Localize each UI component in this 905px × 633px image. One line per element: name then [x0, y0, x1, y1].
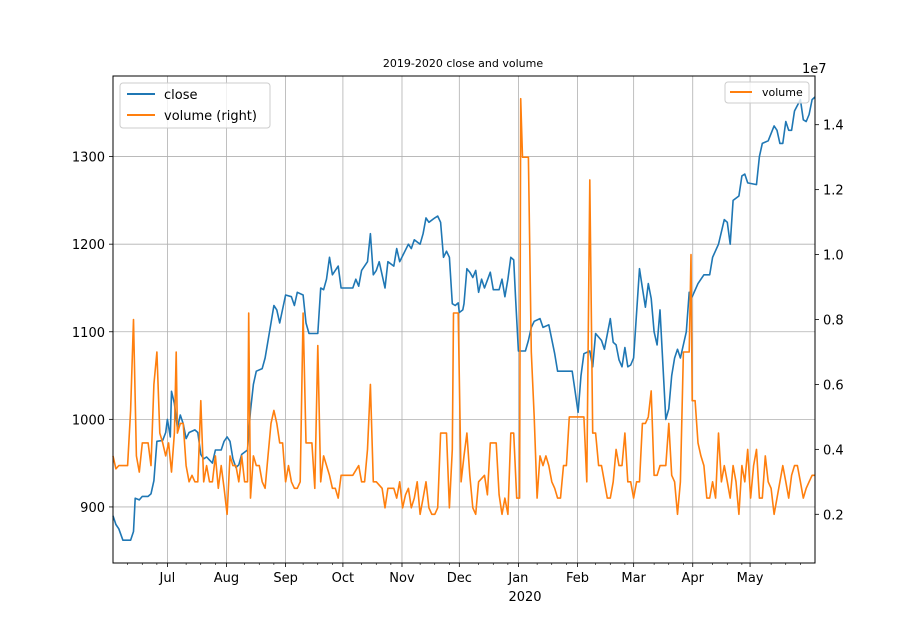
y-left-tick-label: 1300: [72, 151, 105, 166]
chart-title: 2019-2020 close and volume: [383, 57, 543, 70]
series-line-close: [112, 96, 816, 541]
x-axis-year-label: 2020: [508, 590, 541, 605]
y-right-tick-label: 1.0: [823, 249, 844, 264]
x-tick-label: Jan: [507, 571, 528, 586]
legend-close-label: close: [164, 88, 197, 103]
y-right-tick-label: 0.8: [823, 314, 844, 329]
legend-right: volume: [724, 81, 810, 104]
x-tick-label: Jul: [159, 571, 176, 586]
legend-volume-label: volume: [762, 86, 803, 99]
x-tick-label: Dec: [447, 571, 472, 586]
right-axis-offset-label: 1e7: [802, 62, 827, 77]
y-right-tick-label: 0.4: [823, 443, 844, 458]
y-left-tick-label: 900: [80, 501, 105, 516]
x-tick-label: Mar: [621, 571, 646, 586]
y-right-tick-label: 0.2: [823, 508, 844, 523]
x-tick-label: Aug: [214, 571, 239, 586]
y-right-tick-label: 1.2: [823, 184, 844, 199]
legend-right-box: [724, 81, 810, 104]
legend-volume-right-label: volume (right): [164, 109, 257, 124]
series-group: [112, 96, 816, 541]
y-right-tick-label: 0.6: [823, 378, 844, 393]
x-tick-label: Nov: [389, 571, 415, 586]
y-left-tick-label: 1000: [72, 413, 105, 428]
x-tick-label: Feb: [566, 571, 589, 586]
y-right-tick-label: 1.4: [823, 119, 844, 134]
x-tick-label: Sep: [273, 571, 298, 586]
axes: Jul Aug Sep Oct Nov Dec Jan Feb Mar Apr May 900 1000…: [72, 119, 844, 586]
legend-left-box: [119, 82, 271, 129]
x-tick-label: Apr: [681, 571, 704, 586]
legend-left: close volume (right): [119, 82, 271, 129]
x-tick-label: Oct: [332, 571, 354, 586]
y-left-tick-label: 1200: [72, 238, 105, 253]
series-line-volume-right: [112, 97, 815, 516]
x-tick-label: May: [737, 571, 764, 586]
y-left-tick-label: 1100: [72, 326, 105, 341]
